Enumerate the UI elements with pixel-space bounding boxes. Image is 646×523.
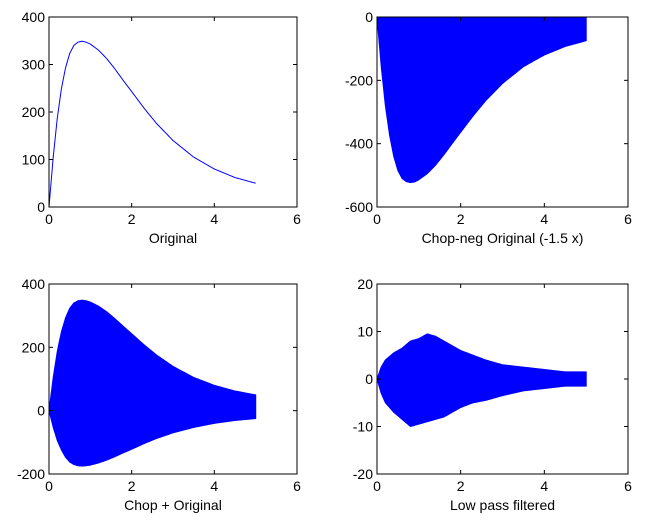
y-tick-label: 0 [37,403,45,419]
x-axis-label: Low pass filtered [450,497,555,513]
y-tick-label: -600 [345,199,373,215]
y-tick-label: -200 [17,466,45,482]
y-tick-label: -400 [345,136,373,152]
x-tick-label: 4 [540,478,548,494]
plot-area [377,17,587,184]
x-tick-label: 6 [624,211,632,227]
plot-area [49,40,256,207]
x-tick-label: 0 [45,478,53,494]
plot-area [377,333,587,428]
x-tick-label: 2 [457,211,465,227]
x-tick-label: 4 [210,211,218,227]
series-line [49,40,256,207]
y-tick-label: 100 [22,152,46,168]
x-tick-label: 4 [540,211,548,227]
axes-box [48,283,298,475]
subplot-original: 0 2 4 6 0 100 200 300 400 Original [22,9,301,246]
y-tick-label: -200 [345,72,373,88]
x-tick-label: 0 [45,211,53,227]
y-tick-label: 300 [22,57,46,73]
y-tick-label: 20 [357,276,373,292]
x-tick-label: 0 [373,211,381,227]
y-tick-label: 0 [365,9,373,25]
series-oscillation [377,17,587,183]
plot-area [49,299,257,467]
y-tick-label: 0 [365,371,373,387]
x-tick-label: 2 [457,478,465,494]
series-oscillation [49,300,257,467]
y-tick-label: -20 [353,466,373,482]
x-axis-label: Original [149,230,197,246]
y-tick-label: 200 [22,339,46,355]
series-oscillation [377,334,587,427]
x-tick-label: 6 [293,478,301,494]
axes-box [376,16,629,208]
x-tick-label: 6 [624,478,632,494]
y-tick-label: 10 [357,324,373,340]
y-tick-label: -10 [353,419,373,435]
y-tick-label: 200 [22,104,46,120]
subplot-chop-neg: 0 2 4 6 -600 -400 -200 0 Chop-neg Original (-1.5… [345,9,632,246]
x-axis-label: Chop + Original [124,497,222,513]
x-tick-label: 2 [128,478,136,494]
axes-box [48,16,298,208]
x-tick-label: 2 [128,211,136,227]
y-tick-label: 400 [22,276,46,292]
y-tick-label: 400 [22,9,46,25]
subplot-low-pass: 0 2 4 6 -20 -10 0 10 20 Low pass filtered [353,276,632,513]
x-tick-label: 0 [373,478,381,494]
y-tick-label: 0 [37,199,45,215]
x-tick-label: 6 [293,211,301,227]
x-tick-label: 4 [210,478,218,494]
x-axis-label: Chop-neg Original (-1.5 x) [422,230,584,246]
